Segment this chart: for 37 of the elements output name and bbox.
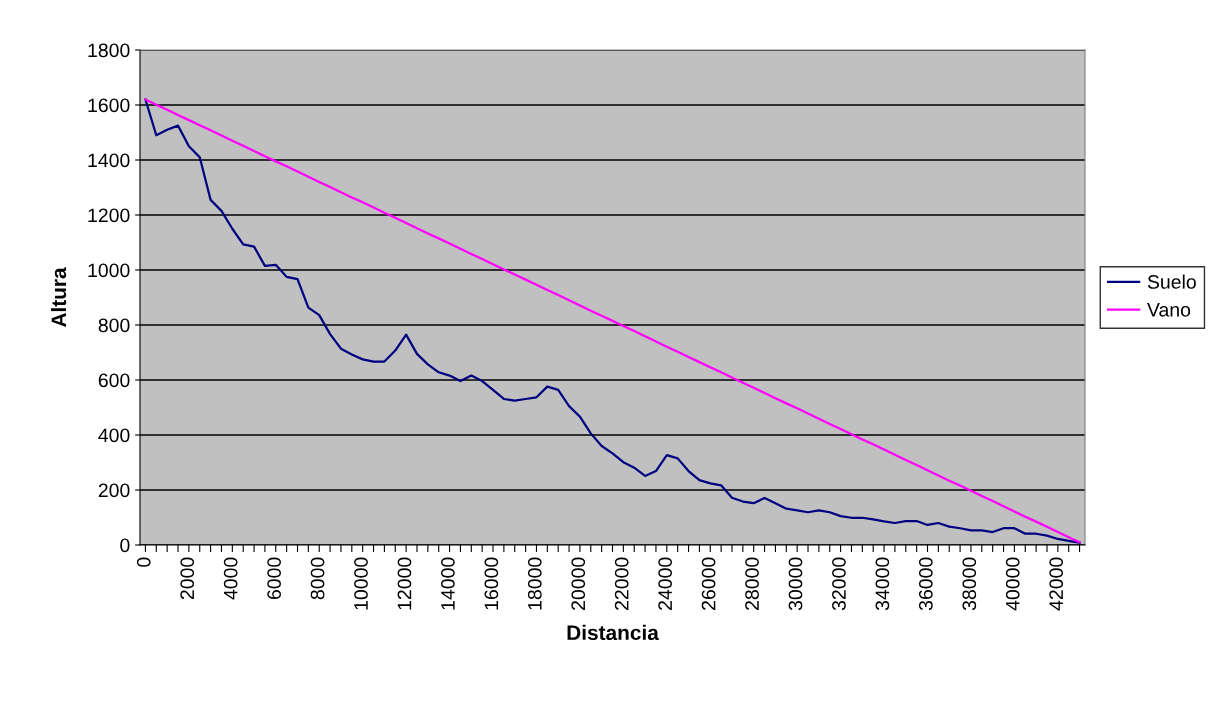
x-tick-label: 4000: [223, 557, 238, 600]
y-tick-label: 1200: [88, 208, 130, 223]
y-tick-label: 200: [98, 483, 130, 498]
line-series: [144, 98, 1081, 544]
x-tick-label: 40000: [1005, 557, 1020, 611]
y-tick-label: 0: [120, 538, 130, 553]
legend-label: Vano: [1147, 303, 1191, 317]
y-tick-label: 800: [98, 318, 130, 333]
y-tick-label: 600: [98, 373, 130, 388]
y-tick-label: 1600: [88, 98, 130, 113]
y-axis-title: Altura: [50, 267, 67, 328]
x-tick-label: 8000: [310, 557, 325, 600]
y-tick-label: 400: [98, 428, 130, 443]
x-tick-label: 32000: [832, 557, 846, 611]
x-tick-label: 12000: [397, 557, 412, 610]
x-tick-label: 16000: [484, 557, 499, 610]
x-tick-label: 18000: [527, 557, 542, 610]
x-tick-label: 34000: [875, 557, 890, 611]
y-tick-label: 1400: [88, 153, 130, 168]
x-tick-label: 20000: [571, 557, 586, 610]
legend-label: Suelo: [1147, 274, 1196, 289]
x-tick-label: 14000: [441, 557, 455, 610]
x-tick-label: 10000: [354, 557, 368, 610]
x-tick-label: 0: [136, 557, 151, 567]
y-tick-label: 1000: [88, 263, 130, 278]
x-tick-label: 36000: [918, 557, 933, 611]
x-tick-label: 26000: [701, 557, 716, 610]
x-tick-label: 30000: [788, 557, 803, 611]
y-tick-label: 1800: [88, 43, 130, 58]
x-tick-label: 42000: [1049, 557, 1064, 611]
x-tick-label: 6000: [267, 557, 281, 600]
x-tick-label: 24000: [658, 557, 673, 610]
x-tick-label: 38000: [962, 557, 977, 611]
x-axis-title: Distancia: [567, 624, 659, 641]
x-tick-label: 22000: [614, 557, 629, 610]
x-tick-label: 2000: [180, 557, 195, 600]
x-tick-label: 28000: [745, 557, 759, 610]
